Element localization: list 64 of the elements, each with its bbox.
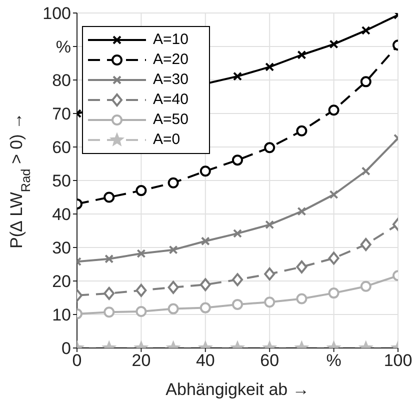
point: [168, 245, 178, 254]
x-axis-title: Abhängigkeit ab →: [166, 380, 310, 399]
point: [296, 125, 308, 136]
point: [200, 278, 211, 292]
y-tick-label: 30: [52, 238, 71, 258]
point: [264, 142, 276, 154]
point: [264, 296, 276, 308]
point: [168, 303, 179, 314]
y-tick-label: 80: [52, 71, 71, 90]
point: [168, 177, 179, 188]
legend-label: A=30: [153, 70, 188, 90]
point: [104, 286, 115, 300]
point: [361, 166, 370, 176]
x-tick-label: 60: [260, 351, 280, 370]
point: [328, 288, 340, 299]
point: [200, 302, 211, 314]
y-tick-label: 20: [52, 272, 71, 292]
y-tick-label: 50: [52, 172, 71, 191]
point: [104, 254, 114, 264]
legend-label: A=10: [153, 30, 188, 50]
x-tick-label: 40: [196, 351, 215, 370]
point: [296, 293, 308, 304]
point: [233, 72, 242, 81]
y-tick-label: 0: [62, 339, 71, 358]
legend-label: A=20: [153, 50, 188, 70]
x-tick-label: 20: [132, 351, 151, 370]
point: [296, 260, 308, 274]
point: [232, 298, 243, 310]
point: [297, 206, 306, 216]
point: [360, 76, 372, 88]
y-tick-label: 70: [52, 104, 71, 124]
x-tick-label: %: [326, 351, 342, 370]
y-tick-label: %: [56, 38, 71, 57]
point: [297, 50, 306, 60]
point: [168, 280, 179, 294]
point: [265, 220, 274, 230]
point: [136, 185, 147, 196]
legend-label: A=50: [153, 110, 188, 130]
legend-label: A=40: [153, 90, 188, 110]
point: [328, 252, 340, 265]
point: [264, 267, 276, 280]
point: [329, 190, 338, 200]
point: [136, 284, 147, 297]
point: [232, 273, 243, 286]
y-tick-label: 40: [52, 205, 71, 224]
point: [104, 306, 115, 318]
point: [360, 280, 372, 292]
point: [265, 62, 274, 72]
y-tick-label: 10: [52, 306, 71, 325]
y-tick-label: 100: [42, 4, 71, 24]
x-tick-label: 100: [384, 351, 412, 370]
point: [136, 249, 146, 258]
y-tick-label: 60: [52, 138, 71, 158]
point: [104, 192, 115, 203]
legend-label: A=0: [153, 130, 180, 150]
point: [200, 236, 210, 246]
point: [232, 154, 243, 166]
point: [329, 40, 338, 49]
point: [328, 104, 340, 116]
point: [233, 228, 242, 238]
point: [360, 238, 372, 251]
point: [361, 26, 370, 35]
point: [200, 166, 211, 177]
point: [136, 306, 147, 317]
